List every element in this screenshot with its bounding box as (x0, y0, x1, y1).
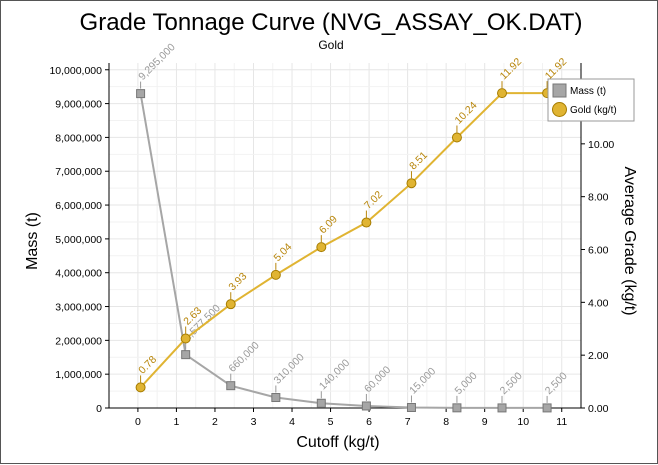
plot-background (109, 63, 581, 408)
x-tick-label: 3 (251, 416, 257, 428)
mass-point (497, 403, 507, 413)
y-right-tick-label: 2.00 (588, 350, 609, 362)
y-right-axis-title: Average Grade (kg/t) (621, 166, 638, 315)
mass-point (271, 393, 281, 403)
y-left-tick-label: 1,000,000 (55, 369, 102, 381)
y-left-tick-label: 2,000,000 (55, 335, 102, 347)
gold-point (225, 299, 236, 310)
x-tick-label: 5 (328, 416, 334, 428)
mass-point (542, 403, 552, 413)
legend-gold-label: Gold (kg/t) (570, 105, 617, 116)
y-right-tick-label: 0.00 (588, 403, 609, 415)
x-tick-label: 10 (517, 416, 529, 428)
gold-point (316, 242, 327, 253)
plot-area: 0 1 2 3 4 5 6 7 8 9 10 11 0 1,000,000 2,000,000 3,000,0… (49, 41, 635, 428)
mass-series-line (139, 93, 548, 409)
gold-point (406, 178, 417, 189)
y-right-tick-label: 10.00 (588, 139, 614, 151)
y-left-tick-label: 7,000,000 (55, 166, 102, 178)
y-left-tick-label: 10,000,000 (49, 65, 102, 77)
y-left-tick-label: 4,000,000 (55, 268, 102, 280)
y-left-tick-label: 0 (96, 403, 102, 415)
y-left-tick-label: 3,000,000 (55, 302, 102, 314)
gold-series-line (139, 92, 548, 389)
x-tick-label: 11 (556, 416, 567, 428)
gold-point (497, 88, 508, 99)
gold-point (451, 132, 462, 143)
mass-point (226, 381, 236, 391)
y-left-axis-title: Mass (t) (24, 212, 41, 270)
x-tick-label: 6 (366, 416, 372, 428)
y-right-tick-label: 8.00 (588, 192, 609, 204)
x-tick-label: 1 (174, 416, 180, 428)
mass-point (181, 350, 191, 360)
x-tick-label: 4 (289, 416, 295, 428)
legend-gold-swatch (552, 102, 567, 117)
y-left-tick-label: 6,000,000 (55, 200, 102, 212)
x-tick-label: 9 (482, 416, 488, 428)
mass-point (361, 401, 371, 411)
x-tick-label: 7 (405, 416, 411, 428)
chart-subtitle: Gold (318, 38, 343, 52)
x-axis-title: Cutoff (kg/t) (296, 434, 379, 451)
gold-point (135, 382, 146, 393)
gold-point (180, 333, 191, 344)
mass-point (452, 403, 462, 413)
y-right-tick-label: 6.00 (588, 245, 609, 257)
legend-mass-label: Mass (t) (570, 86, 606, 97)
y-left-tick-label: 8,000,000 (55, 132, 102, 144)
x-tick-label: 8 (443, 416, 449, 428)
y-left-tick-label: 5,000,000 (55, 234, 102, 246)
y-right-tick-label: 4.00 (588, 297, 609, 309)
x-tick-label: 2 (212, 416, 218, 428)
mass-point (406, 402, 416, 412)
gold-point (361, 217, 372, 228)
legend-mass-swatch (552, 83, 567, 98)
mass-point (136, 89, 146, 99)
y-left-tick-label: 9,000,000 (55, 99, 102, 111)
mass-point (316, 398, 326, 408)
chart-title: Grade Tonnage Curve (NVG_ASSAY_OK.DAT) (80, 9, 583, 36)
gold-point (270, 269, 281, 280)
x-tick-label: 0 (135, 416, 141, 428)
